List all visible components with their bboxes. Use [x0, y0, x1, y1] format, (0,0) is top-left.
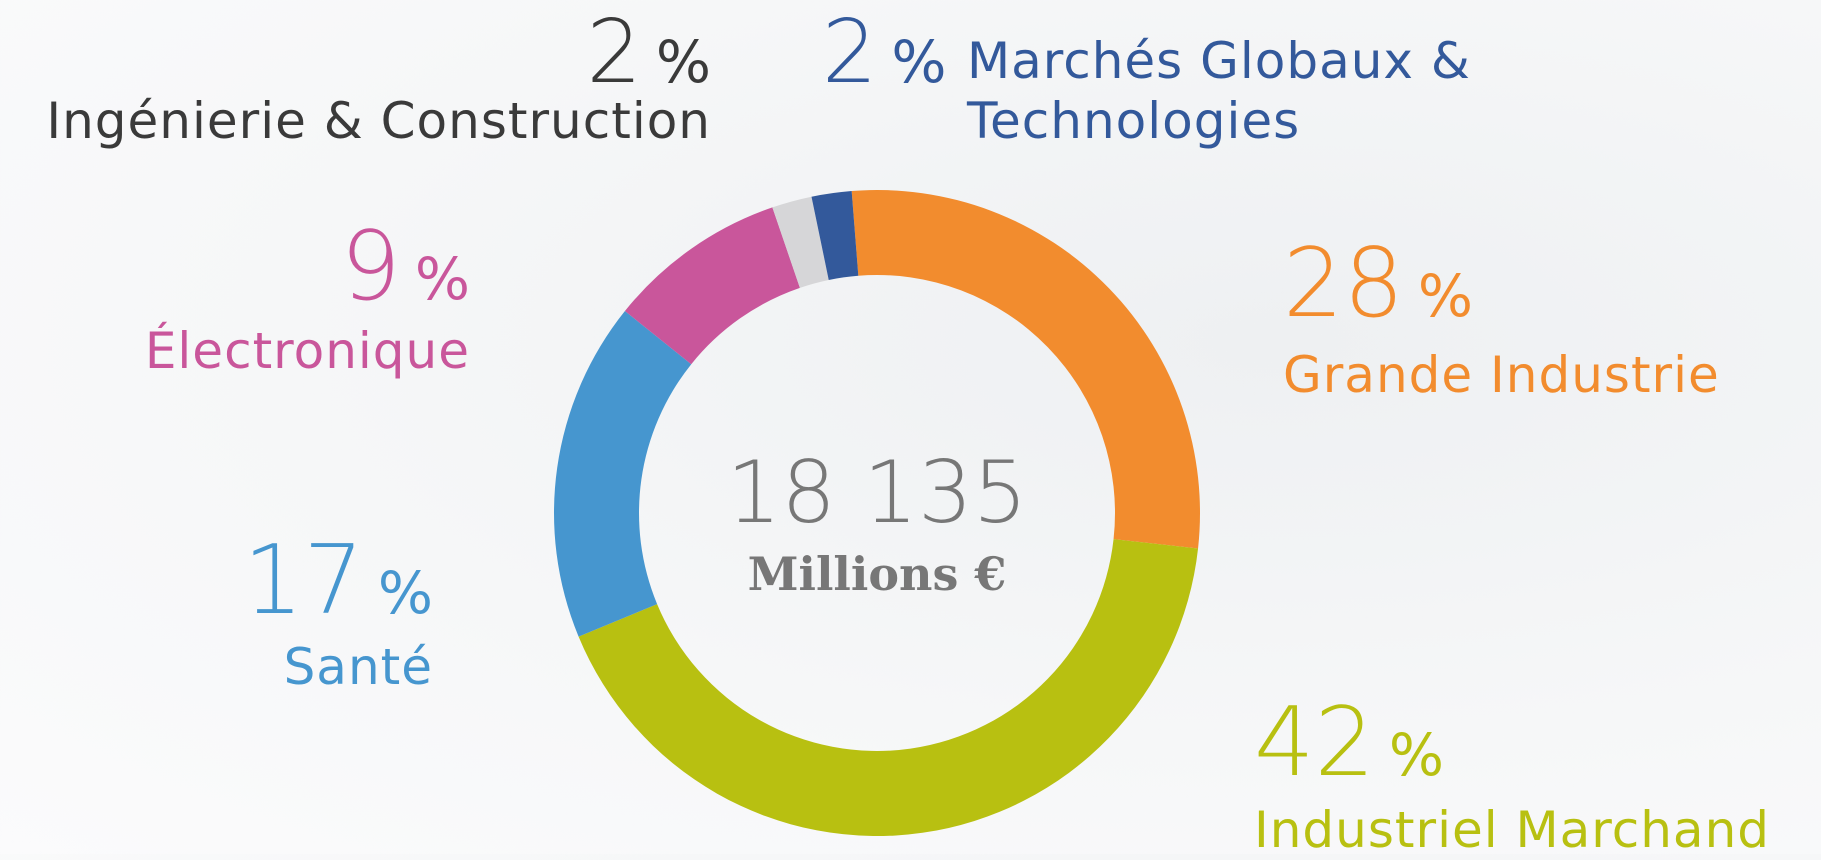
value-unit: %	[1417, 262, 1474, 330]
category-label: Marchés Globaux & Technologies	[967, 32, 1471, 150]
value-label: 2%	[587, 9, 711, 96]
donut-segment	[772, 196, 829, 288]
value-unit: %	[377, 559, 433, 627]
value-label: 2%	[822, 9, 946, 96]
category-label: Électronique	[144, 322, 470, 380]
value-label: 17%	[243, 534, 433, 629]
value-number: 9	[340, 212, 401, 322]
value-unit: %	[414, 245, 470, 313]
value-number: 42	[1254, 688, 1375, 798]
donut-segment	[624, 207, 800, 365]
center-value: 18 135	[727, 443, 1028, 543]
category-label: Industriel Marchand	[1254, 801, 1770, 859]
value-unit: %	[1388, 721, 1445, 789]
value-number: 17	[242, 526, 364, 636]
value-number: 2	[586, 1, 642, 103]
value-number: 2	[822, 1, 878, 103]
category-label: Ingénierie & Construction	[46, 92, 711, 150]
donut-segment	[851, 190, 1201, 549]
donut-segment	[554, 311, 692, 637]
value-label: 42%	[1254, 696, 1444, 791]
value-unit: %	[655, 28, 711, 96]
donut-segment	[578, 539, 1199, 836]
value-label: 28%	[1283, 237, 1473, 332]
category-label: Grande Industrie	[1283, 346, 1720, 404]
value-label: 9%	[340, 220, 470, 315]
value-unit: %	[891, 28, 947, 96]
center-label: Millions €	[748, 547, 1007, 601]
value-number: 28	[1283, 229, 1404, 339]
donut-segment	[811, 190, 859, 280]
category-label: Santé	[283, 638, 433, 696]
